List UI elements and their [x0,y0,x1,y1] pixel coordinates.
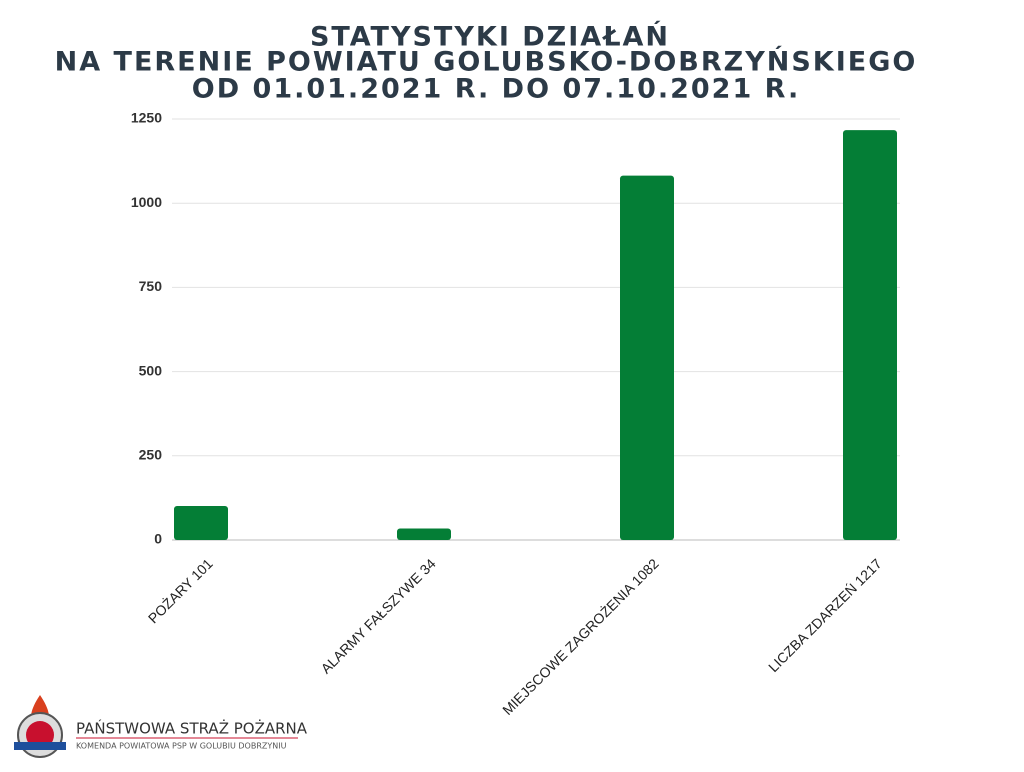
footer-org: PAŃSTWOWA STRAŻ POŻARNA [76,719,308,738]
x-tick-label: LICZBA ZDARZEŃ 1217 [765,555,885,675]
chart-title: STATYSTYKI DZIAŁAŃ [310,21,670,53]
x-tick-label: POŻARY 101 [144,555,216,627]
footer-unit: KOMENDA POWIATOWA PSP W GOLUBIU DOBRZYNI… [76,742,287,751]
bar [174,505,228,540]
x-tick-label: ALARMY FAŁSZYWE 34 [318,555,439,676]
x-tick-label: MIEJSCOWE ZAGROŻENIA 1082 [498,555,661,718]
y-tick-label: 0 [154,531,162,547]
y-tick-label: 1000 [131,194,162,210]
chart-title: OD 01.01.2021 R. DO 07.10.2021 R. [192,74,800,105]
y-tick-label: 1250 [131,110,162,126]
y-tick-label: 750 [139,278,163,294]
y-tick-label: 250 [139,447,163,463]
logo [14,695,66,758]
bar [397,528,451,540]
chart-title: NA TERENIE POWIATU GOLUBSKO-DOBRZYŃSKIEG… [55,46,918,78]
bar [843,130,897,541]
y-tick-label: 500 [139,362,163,378]
bar [620,175,674,540]
